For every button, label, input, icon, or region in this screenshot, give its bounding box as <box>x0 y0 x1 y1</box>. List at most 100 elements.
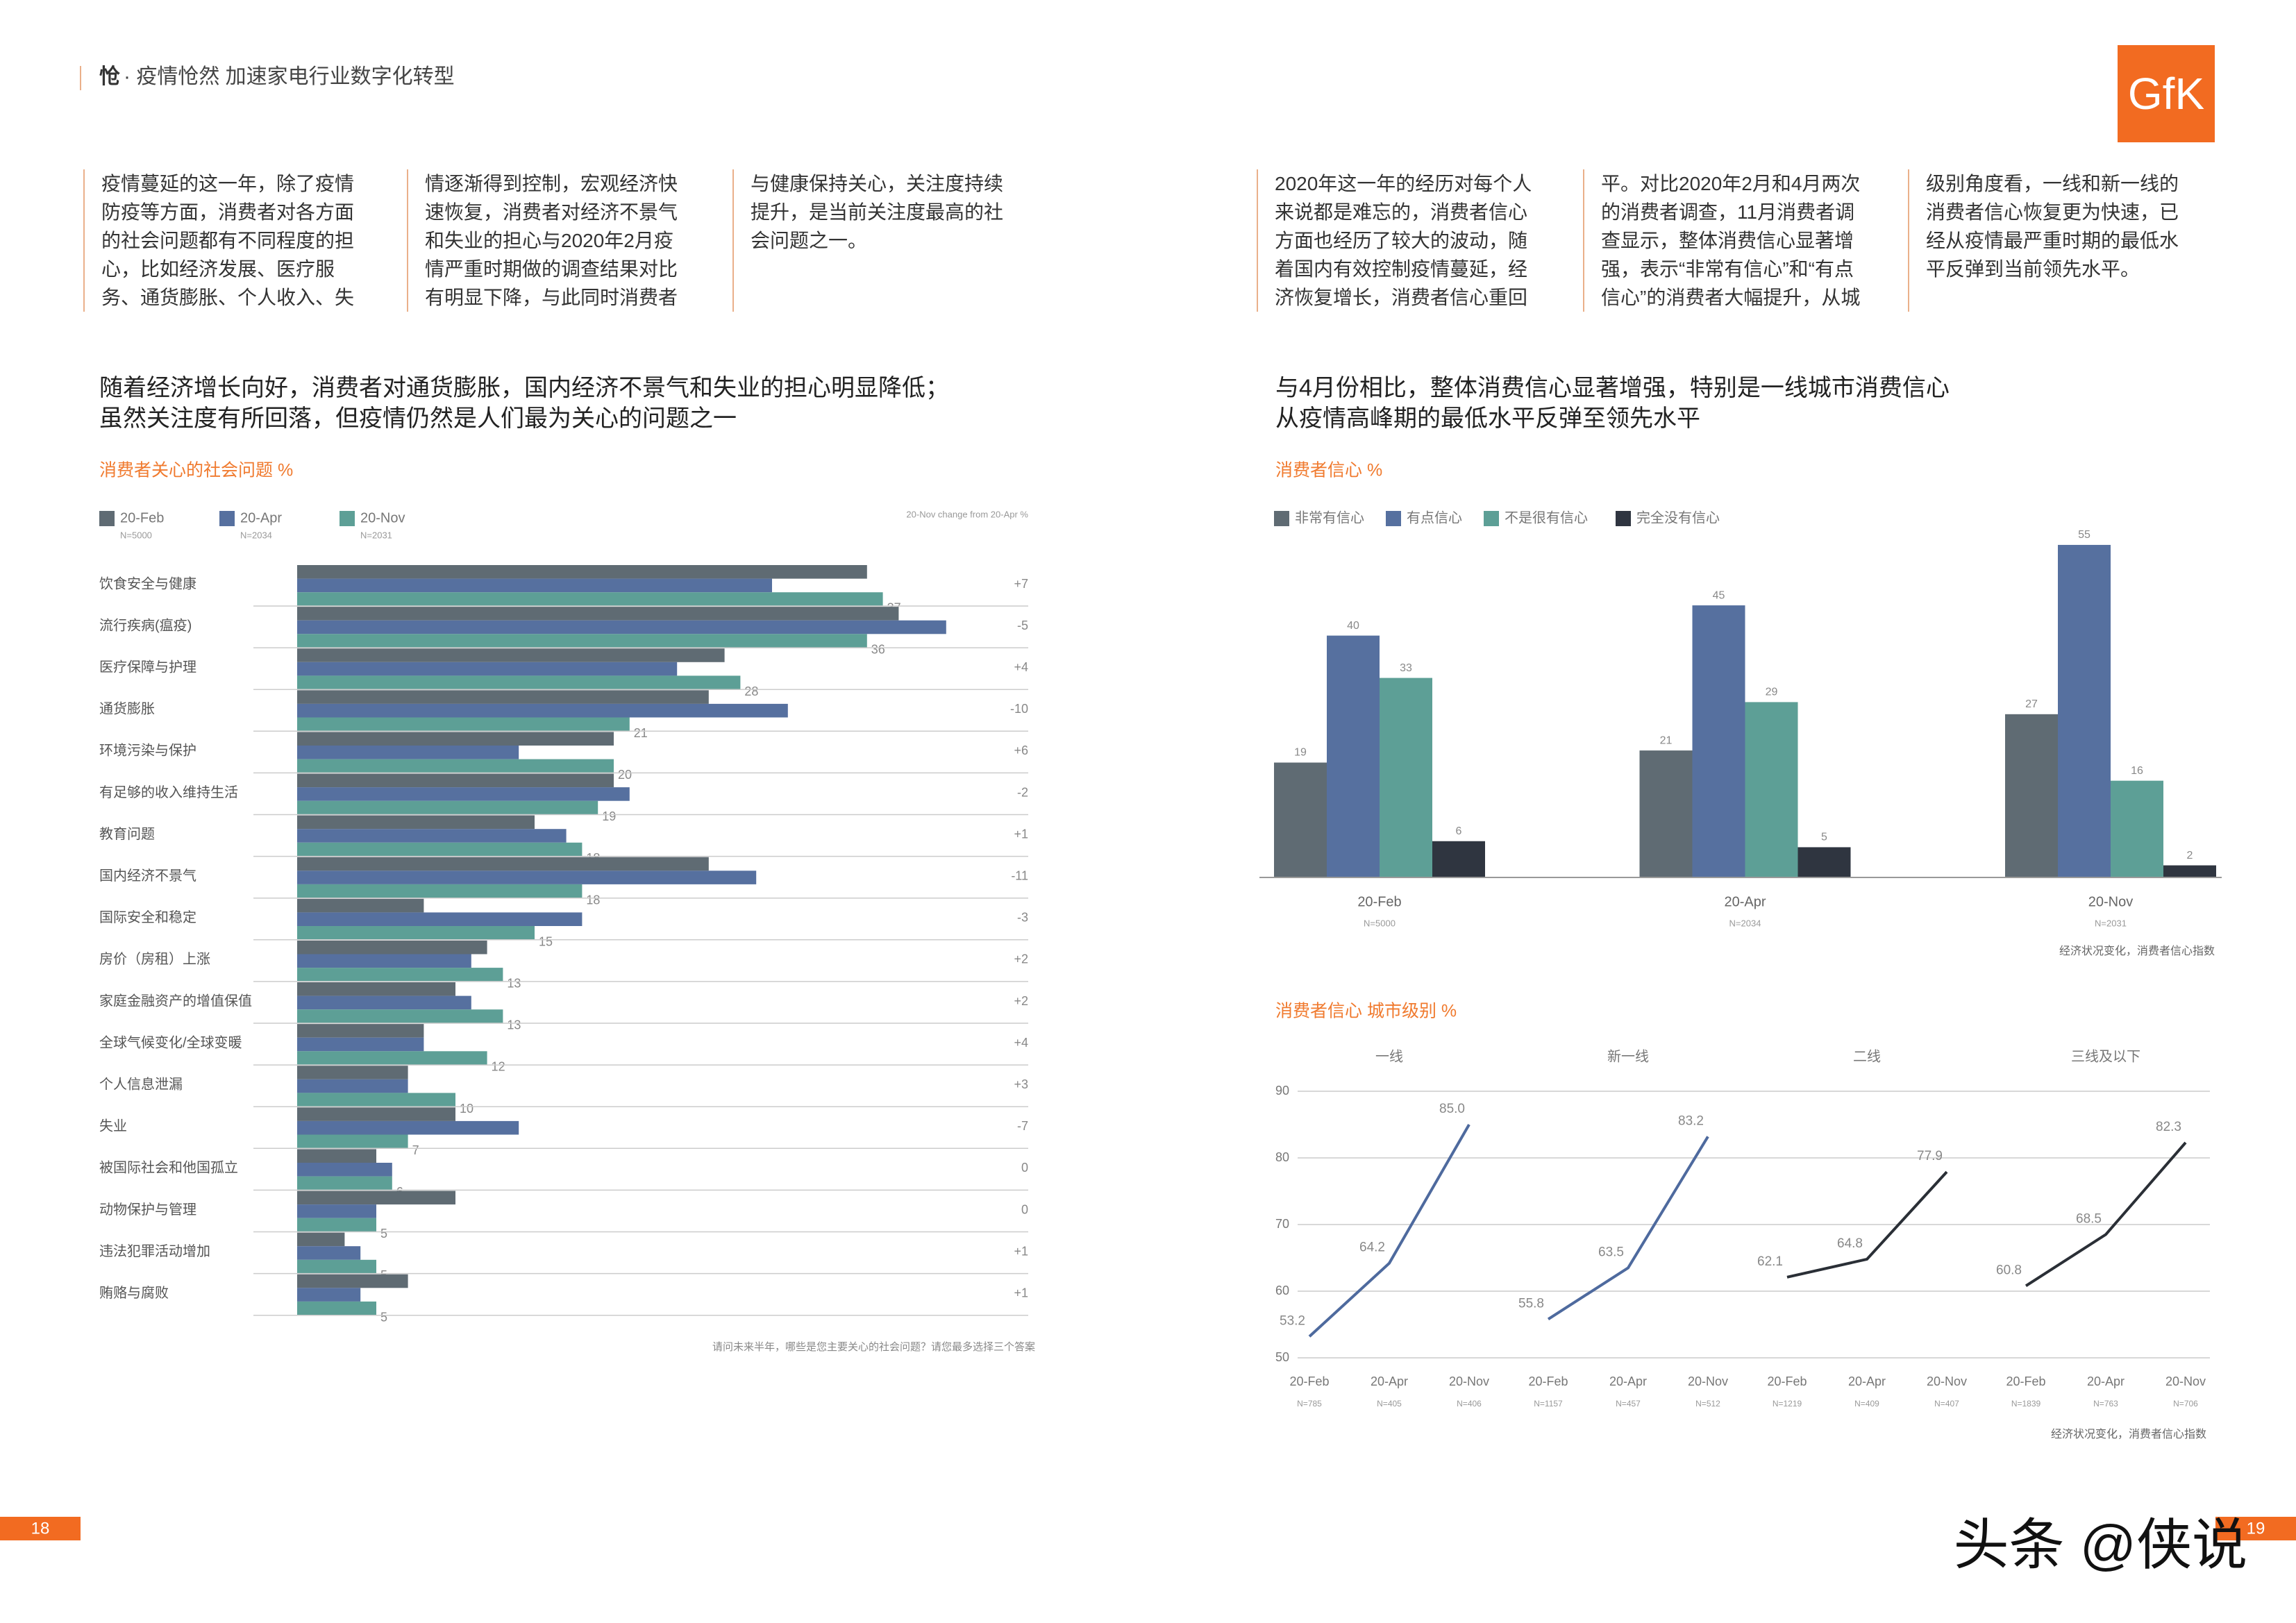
bar <box>297 1246 361 1260</box>
bar <box>1798 847 1851 877</box>
value-label: 7 <box>412 1143 419 1157</box>
value-label: 64.8 <box>1837 1236 1863 1251</box>
change-label: 0 <box>1021 1202 1028 1216</box>
sample-label: N=5000 <box>1364 918 1396 928</box>
paragraph: 疫情蔓延的这一年，除了疫情防疫等方面，消费者对各方面的社会问题都有不同程度的担心… <box>83 169 365 312</box>
change-label: -7 <box>1017 1119 1028 1133</box>
change-label: -5 <box>1017 619 1028 632</box>
sample-label: N=763 <box>2093 1399 2118 1408</box>
value-label: 63.5 <box>1598 1245 1624 1259</box>
change-label: -2 <box>1017 785 1028 799</box>
sample-label: N=405 <box>1377 1399 1402 1408</box>
bar <box>297 1204 376 1218</box>
value-label: 83.2 <box>1678 1113 1704 1128</box>
bar <box>297 995 471 1010</box>
value-label: 27 <box>2025 698 2038 710</box>
watermark: 头条 @侠说 <box>1954 1514 2247 1576</box>
x-tick-label: 20-Feb <box>1528 1374 1568 1388</box>
legend-sample: N=2034 <box>240 530 272 540</box>
bar <box>297 1259 376 1274</box>
bar <box>297 578 772 593</box>
x-tick-label: 20-Nov <box>2165 1374 2206 1388</box>
value-label: 64.2 <box>1359 1241 1385 1255</box>
bar <box>297 759 614 773</box>
bar <box>297 717 630 732</box>
panel-heading: 二线 <box>1853 1048 1881 1064</box>
bar <box>297 1024 424 1038</box>
line <box>1786 1170 1948 1279</box>
bar <box>1327 635 1380 877</box>
change-label: +3 <box>1014 1077 1028 1091</box>
bar <box>297 1176 392 1191</box>
change-label: -11 <box>1011 868 1028 882</box>
value-label: 40 <box>1347 620 1359 632</box>
y-tick-label: 90 <box>1275 1084 1289 1098</box>
category-label: 贿赂与腐败 <box>99 1285 169 1301</box>
panel-heading: 新一线 <box>1607 1048 1649 1064</box>
chart-note: 20-Nov change from 20-Apr % <box>906 509 1028 519</box>
bar <box>297 648 725 662</box>
bar <box>297 565 867 579</box>
panel-heading: 三线及以下 <box>2071 1048 2140 1064</box>
value-label: 13 <box>507 1018 521 1032</box>
bar <box>297 1218 376 1232</box>
bar <box>1380 678 1432 877</box>
paragraph: 平。对比2020年2月和4月两次的消费者调查，11月消费者调查显示，整体消费信心… <box>1583 169 1865 312</box>
sample-label: N=785 <box>1297 1399 1322 1408</box>
bar <box>297 940 487 955</box>
legend-label: 有点信心 <box>1407 510 1462 525</box>
line <box>1547 1136 1709 1321</box>
bar <box>297 815 535 830</box>
value-label: 21 <box>1660 734 1673 746</box>
legend-swatch <box>340 511 355 526</box>
value-label: 82.3 <box>2156 1120 2181 1134</box>
logo-text: GfK <box>2128 69 2204 119</box>
paragraph: 与健康保持关心，关注度持续提升，是当前关注度最高的社会问题之一。 <box>732 169 1014 312</box>
x-tick-label: 20-Nov <box>1449 1374 1489 1388</box>
category-label: 有足够的收入维持生活 <box>99 784 238 800</box>
change-label: -10 <box>1010 702 1028 716</box>
bar <box>297 1037 424 1052</box>
bar <box>2111 780 2163 877</box>
bar <box>297 1163 392 1177</box>
value-label: 2 <box>2187 850 2193 861</box>
bar <box>297 592 883 606</box>
value-label: 55 <box>2078 529 2090 541</box>
bar <box>1745 702 1798 877</box>
header-bold: 怆 <box>99 65 120 88</box>
bar <box>1432 841 1485 877</box>
category-label: 个人信息泄漏 <box>99 1076 183 1092</box>
value-label: 36 <box>871 643 885 657</box>
category-label: 被国际社会和他国孤立 <box>99 1160 238 1176</box>
headline: 虽然关注度有所回落，但疫情仍然是人们最为关心的问题之一 <box>99 405 737 432</box>
y-tick-label: 80 <box>1275 1150 1289 1164</box>
bar <box>297 800 598 815</box>
legend-sample: N=5000 <box>120 530 152 540</box>
legend-label: 完全没有信心 <box>1636 510 1720 525</box>
change-label: +6 <box>1014 743 1028 757</box>
bar <box>297 773 614 788</box>
value-label: 6 <box>1456 825 1462 837</box>
sample-label: N=1219 <box>1773 1399 1802 1408</box>
bar <box>297 1274 408 1288</box>
sample-label: N=1839 <box>2011 1399 2041 1408</box>
source: 经济状况变化，消费者信心指数 <box>2059 945 2215 957</box>
bar <box>297 842 583 857</box>
category-label: 环境污染与保护 <box>99 743 196 759</box>
category-label: 动物保护与管理 <box>99 1202 196 1218</box>
category-label: 国际安全和稳定 <box>99 909 196 925</box>
value-label: 21 <box>634 726 648 740</box>
bar <box>297 620 946 634</box>
value-label: 16 <box>2131 765 2143 777</box>
line <box>2025 1141 2187 1288</box>
bar <box>297 732 614 746</box>
change-label: +2 <box>1014 952 1028 966</box>
x-tick-label: 20-Apr <box>2087 1374 2125 1388</box>
legend-label: 不是很有信心 <box>1505 510 1588 525</box>
category-label: 流行疾病(瘟疫) <box>99 617 192 633</box>
sample-label: N=2034 <box>1729 918 1761 928</box>
y-tick-label: 50 <box>1275 1350 1289 1364</box>
value-label: 28 <box>744 684 758 698</box>
bar <box>297 1107 455 1121</box>
change-label: +2 <box>1014 994 1028 1008</box>
